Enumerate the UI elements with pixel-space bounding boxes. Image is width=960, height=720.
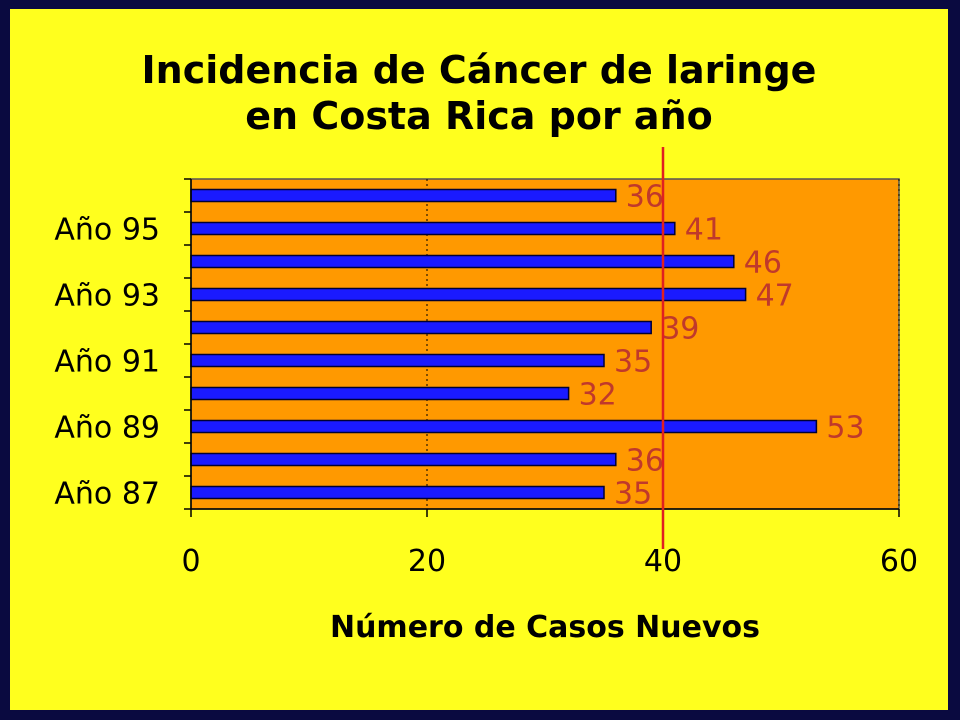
category-label: Año 87 xyxy=(54,477,160,512)
bars xyxy=(190,188,818,500)
x-tick-label: 20 xyxy=(408,544,446,579)
data-label: 39 xyxy=(661,312,699,347)
x-axis-label: Número de Casos Nuevos xyxy=(330,610,760,645)
data-label: 32 xyxy=(579,378,617,413)
data-label: 35 xyxy=(614,477,652,512)
category-label: Año 89 xyxy=(54,411,160,446)
data-label: 53 xyxy=(826,411,864,446)
category-label: Año 93 xyxy=(54,279,160,314)
bar-año-94 xyxy=(190,254,735,269)
bar-año-92 xyxy=(190,320,652,335)
x-tick-label: 40 xyxy=(644,544,682,579)
bar-año-90 xyxy=(190,386,570,401)
bar-año-88 xyxy=(190,452,617,467)
bar-año-87 xyxy=(190,485,605,500)
x-tick-labels: 0 20 40 60 xyxy=(181,544,918,579)
category-label: Año 91 xyxy=(54,345,160,380)
data-label: 47 xyxy=(756,279,794,314)
category-label: Año 95 xyxy=(54,213,160,248)
x-tick-label: 60 xyxy=(880,544,918,579)
bar-año-91 xyxy=(190,353,605,368)
chart-title-line-1: Incidencia de Cáncer de laringe xyxy=(142,48,817,92)
axes xyxy=(184,178,900,517)
chart: Incidencia de Cáncer de laringe en Costa… xyxy=(54,48,918,645)
data-label: 41 xyxy=(685,213,723,248)
bar-año-89 xyxy=(190,419,818,434)
data-label: 46 xyxy=(744,246,782,281)
category-labels: Año 87 Año 89 Año 91 Año 93 Año 95 xyxy=(54,213,160,512)
data-label: 36 xyxy=(626,444,664,479)
bar-año-96 xyxy=(190,188,617,203)
data-label: 35 xyxy=(614,345,652,380)
bar-año-95 xyxy=(190,221,676,236)
data-label: 36 xyxy=(626,180,664,215)
x-tick-label: 0 xyxy=(181,544,200,579)
chart-title-line-2: en Costa Rica por año xyxy=(245,94,712,138)
slide: Incidencia de Cáncer de laringe en Costa… xyxy=(10,9,948,710)
